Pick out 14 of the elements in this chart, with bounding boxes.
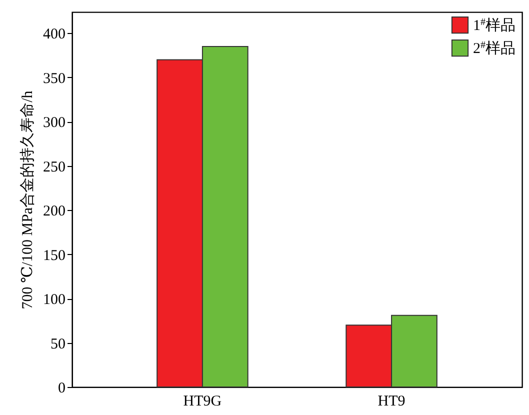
- y-tick-label: 300: [43, 115, 66, 132]
- y-tick-label: 100: [43, 292, 66, 308]
- legend-label: 1$^{#}$样品: [473, 16, 516, 34]
- y-tick-label: 150: [43, 248, 66, 264]
- y-tick-label: 200: [43, 204, 66, 220]
- x-tick-label: HT9: [378, 394, 406, 410]
- legend-label: 2$^{#}$样品: [473, 40, 516, 57]
- y-tick-label: 250: [43, 159, 66, 176]
- y-tick-label: 0: [58, 380, 66, 396]
- x-tick-label: HT9G: [183, 394, 222, 410]
- y-tick-label: 350: [43, 70, 66, 87]
- y-axis-title: 700 ℃/100 MPa合金的持久寿命/h: [19, 90, 36, 310]
- y-tick-label: 50: [50, 336, 66, 352]
- y-tick-label: 400: [43, 26, 66, 43]
